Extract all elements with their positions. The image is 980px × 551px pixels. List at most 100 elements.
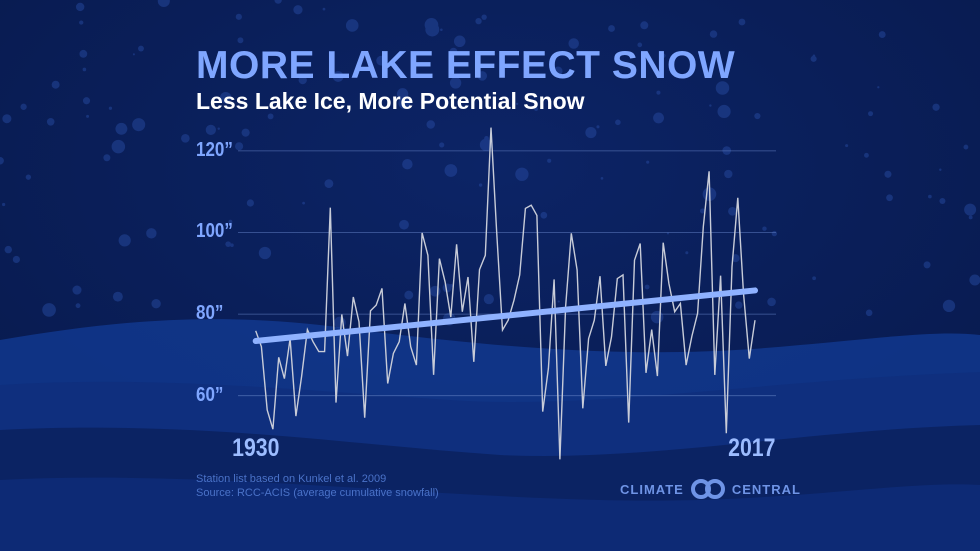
- snowflake: [534, 107, 539, 111]
- snowflake: [477, 71, 488, 81]
- snowflake: [293, 5, 303, 15]
- snowflake: [0, 157, 4, 165]
- snowflake: [886, 194, 893, 202]
- snowflake: [738, 18, 746, 26]
- snowflake: [345, 19, 359, 32]
- snowflake: [717, 104, 731, 119]
- snowflake: [728, 206, 737, 216]
- snowflake: [4, 245, 12, 254]
- chart-title: MORE LAKE EFFECT SNOW: [196, 44, 736, 87]
- snowflake: [615, 119, 621, 126]
- snowflake: [540, 211, 548, 219]
- snowflake: [46, 117, 55, 126]
- snowflake: [865, 309, 873, 317]
- snowflake: [724, 169, 733, 179]
- snowflake: [845, 144, 849, 148]
- snowflake: [332, 71, 344, 82]
- snowflake: [964, 203, 977, 216]
- snowflake: [225, 241, 232, 248]
- snowflake: [82, 67, 87, 72]
- snowflake: [237, 37, 244, 44]
- snowflake: [700, 208, 706, 214]
- snowflake: [132, 53, 135, 56]
- snowflake: [79, 49, 88, 58]
- snowflake: [439, 142, 445, 148]
- snowflake: [767, 297, 776, 307]
- snowflake: [482, 141, 492, 151]
- y-tick-label: 60”: [196, 384, 224, 406]
- snowflake: [640, 21, 649, 30]
- snowflake: [181, 134, 190, 143]
- snowflake: [75, 2, 85, 12]
- footnote-station-list: Station list based on Kunkel et al. 2009: [196, 473, 387, 485]
- snowflake: [440, 28, 443, 32]
- x-tick-label: 1930: [232, 434, 280, 462]
- logo-rings-icon: [690, 479, 725, 499]
- snowflake: [653, 112, 664, 124]
- snowflake: [137, 45, 144, 52]
- snowflake: [241, 128, 250, 137]
- snowflake: [402, 159, 413, 170]
- snowflake: [475, 18, 482, 25]
- snowflake: [112, 291, 123, 302]
- snowflake: [481, 14, 487, 20]
- snowflake: [969, 274, 980, 286]
- snowflake: [399, 219, 409, 230]
- y-tick-label: 100”: [196, 220, 233, 242]
- snowflake: [219, 91, 232, 104]
- snowflake: [483, 294, 494, 305]
- snowflake: [942, 299, 956, 313]
- footnote-source: Source: RCC-ACIS (average cumulative sno…: [196, 487, 439, 499]
- snowflake: [267, 113, 274, 120]
- snowflake: [637, 42, 643, 48]
- snowfall-series-line: [255, 127, 756, 460]
- snowflake: [324, 179, 334, 189]
- snowflake: [585, 127, 597, 139]
- snowflake: [398, 97, 411, 109]
- snowflake: [878, 31, 886, 39]
- snowflake: [600, 177, 604, 180]
- snowflake: [258, 246, 272, 260]
- snowflake: [118, 234, 131, 247]
- snowflake: [274, 0, 282, 4]
- snowflake: [661, 53, 666, 58]
- snowflake: [228, 219, 233, 224]
- snowflake: [877, 86, 880, 89]
- snowflake: [82, 97, 91, 105]
- snowflake: [2, 114, 12, 124]
- snowflake: [484, 136, 489, 141]
- snowflake: [928, 194, 932, 199]
- snowflake: [685, 251, 689, 255]
- snowflake: [608, 25, 615, 32]
- snowflake: [646, 160, 650, 164]
- snowflake: [51, 80, 60, 89]
- snowflake: [72, 285, 82, 295]
- logo-text-right: CENTRAL: [731, 481, 801, 497]
- snowflake: [217, 127, 220, 130]
- snowflake: [2, 202, 6, 207]
- snowflake: [146, 228, 157, 239]
- snowflake: [425, 22, 440, 37]
- snowflake: [132, 118, 146, 132]
- snowflake: [939, 168, 942, 171]
- snowflake: [553, 66, 563, 76]
- snowflake: [715, 81, 730, 95]
- snowflake: [12, 255, 20, 264]
- snowflake: [868, 111, 874, 117]
- snowflake: [115, 122, 128, 135]
- snowflake: [205, 124, 216, 135]
- snowflake: [923, 261, 931, 269]
- snowflake: [298, 75, 307, 85]
- snowflake: [568, 38, 579, 49]
- snowflake: [884, 170, 892, 178]
- snowflake: [810, 55, 817, 62]
- trend-line: [252, 287, 758, 345]
- snowflake: [547, 158, 552, 163]
- snowflake: [376, 55, 387, 66]
- snowflake: [79, 20, 84, 25]
- y-tick-label: 120”: [196, 139, 233, 161]
- snowflake: [932, 103, 940, 111]
- climate-central-logo: CLIMATE CENTRAL: [620, 479, 801, 499]
